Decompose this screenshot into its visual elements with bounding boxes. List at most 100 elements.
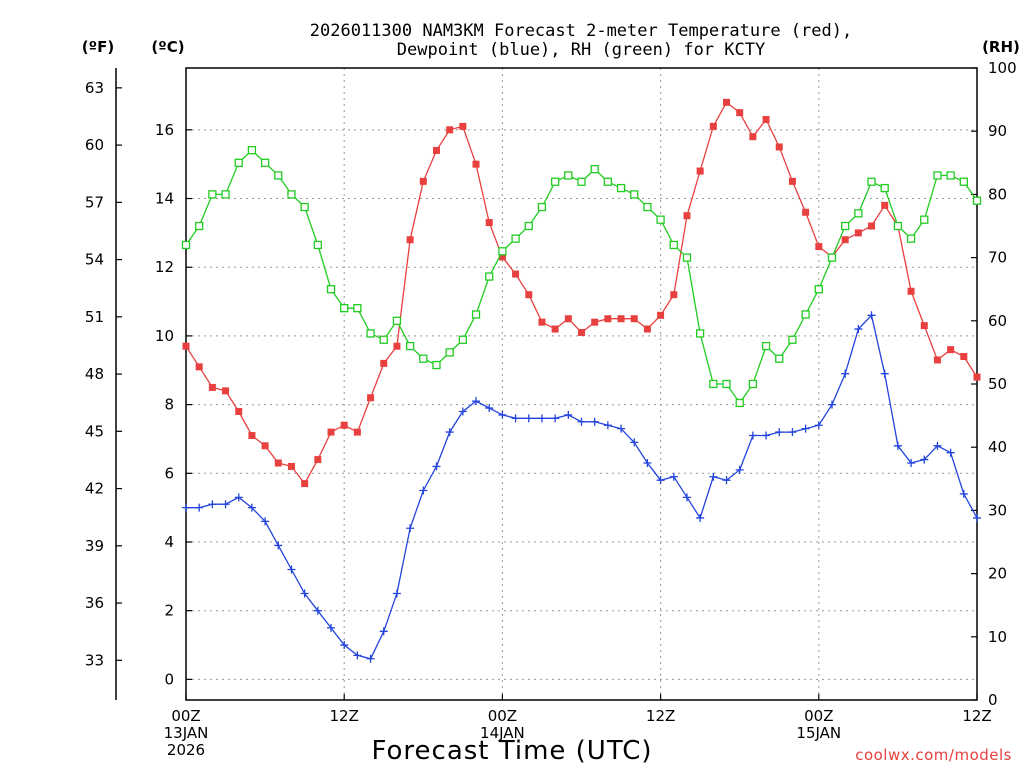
temperature-point [723, 98, 731, 106]
rh-point [630, 190, 639, 199]
rh-point [524, 221, 533, 231]
celsius-tick-label: 4 [164, 533, 174, 551]
rh-point [485, 272, 494, 281]
dewpoint-point [630, 438, 639, 447]
temperature-point [274, 459, 282, 467]
dewpoint-point [801, 424, 810, 433]
rh-point [445, 348, 454, 357]
rh-tick-label: 70 [988, 249, 1007, 267]
dewpoint-point [933, 441, 942, 450]
temperature-point [195, 363, 203, 371]
dewpoint-point [880, 369, 889, 378]
dewpoint-point [221, 500, 230, 509]
dewpoint-point [392, 589, 401, 598]
temperature-point [709, 122, 717, 130]
temperature-point [446, 126, 454, 134]
dewpoint-point [379, 627, 388, 636]
temperature-point [775, 143, 783, 151]
temperature-point [630, 315, 638, 323]
dewpoint-point [907, 459, 916, 467]
dewpoint-point [722, 476, 731, 485]
series-layer [181, 98, 982, 663]
rh-tick-label: 0 [988, 691, 998, 709]
rh-point [841, 221, 850, 231]
rh-tick-label: 60 [988, 312, 1007, 330]
rh-point [748, 379, 758, 389]
credit-text: coolwx.com/models [855, 746, 1012, 764]
temperature-point [459, 122, 467, 130]
rh-tick-label: 100 [988, 59, 1017, 77]
dewpoint-point [195, 503, 204, 512]
fahrenheit-tick-label: 45 [85, 422, 104, 440]
celsius-ticks: 0 2 4 6 8 10 12 14 16 [155, 121, 192, 688]
time-tick-label: 13JAN [164, 724, 209, 742]
dewpoint-point [973, 513, 981, 522]
temperature-point [841, 236, 849, 244]
dewpoint-point [234, 493, 243, 502]
temperature-point [472, 160, 480, 168]
rh-point [709, 379, 718, 389]
rh-point [511, 234, 520, 243]
rh-point [880, 183, 889, 193]
dewpoint-point [762, 431, 771, 440]
temperature-point [393, 342, 401, 350]
rh-point [313, 240, 322, 250]
time-tick-label: 00Z [488, 707, 517, 725]
temperature-point [933, 356, 941, 364]
temperature-point [419, 177, 427, 185]
fahrenheit-ticks: 33 36 39 42 45 48 51 54 57 60 63 [85, 79, 122, 669]
rh-point [274, 171, 283, 180]
temperature-point [564, 315, 572, 323]
temperature-point [222, 387, 230, 395]
dewpoint-point [340, 641, 349, 650]
rh-point [920, 215, 929, 224]
rh-point [682, 253, 692, 262]
rh-line [185, 149, 978, 405]
dewpoint-point [696, 513, 705, 522]
dewpoint-point [577, 417, 586, 426]
time-tick-label: 12Z [962, 707, 991, 725]
temperature-point [367, 394, 375, 402]
temperature-point [907, 287, 915, 295]
rh-point [287, 190, 296, 199]
rh-unit-label: (RH) [982, 38, 1020, 56]
plot-frame [185, 67, 978, 701]
dewpoint-point [946, 448, 955, 457]
rh-point [722, 379, 731, 389]
dewpoint-point [603, 421, 612, 430]
dewpoint-point [617, 424, 626, 433]
dewpoint-point [353, 651, 362, 660]
temperature-point [406, 236, 414, 244]
dewpoint-point [458, 407, 467, 416]
rh-tick-label: 40 [988, 438, 1007, 456]
chart-title-line-2: Dewpoint (blue), RH (green) for KCTY [397, 40, 765, 60]
temperature-point [617, 315, 625, 323]
temperature-point [314, 456, 322, 464]
temperature-point [525, 291, 533, 299]
rh-point [234, 158, 243, 167]
temperature-point [287, 462, 295, 470]
time-tick-label: 2026 [167, 741, 205, 759]
fahrenheit-tick-label: 36 [85, 594, 104, 612]
rh-point [788, 335, 797, 344]
dewpoint-point [182, 503, 190, 512]
dewpoint-point [432, 462, 441, 471]
rh-point [933, 171, 942, 180]
temperature-point [182, 342, 190, 350]
rh-ticks: 0 10 20 30 40 50 60 70 80 90 100 [971, 59, 1017, 709]
fahrenheit-tick-label: 63 [85, 79, 104, 97]
temperature-point [248, 432, 256, 440]
fahrenheit-tick-label: 54 [85, 251, 104, 269]
temperature-point [643, 325, 651, 333]
time-tick-label: 15JAN [796, 724, 841, 742]
temperature-point [432, 146, 440, 154]
rh-tick-label: 10 [988, 628, 1007, 646]
rh-point [669, 240, 678, 250]
rh-point [603, 177, 613, 186]
rh-point [458, 335, 468, 344]
rh-point [353, 304, 362, 313]
celsius-tick-label: 6 [164, 464, 174, 482]
dewpoint-point [669, 472, 678, 481]
